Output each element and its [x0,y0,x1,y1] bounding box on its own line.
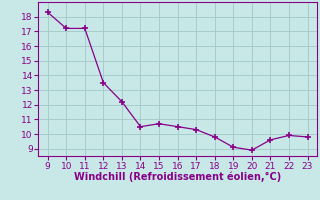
X-axis label: Windchill (Refroidissement éolien,°C): Windchill (Refroidissement éolien,°C) [74,172,281,182]
